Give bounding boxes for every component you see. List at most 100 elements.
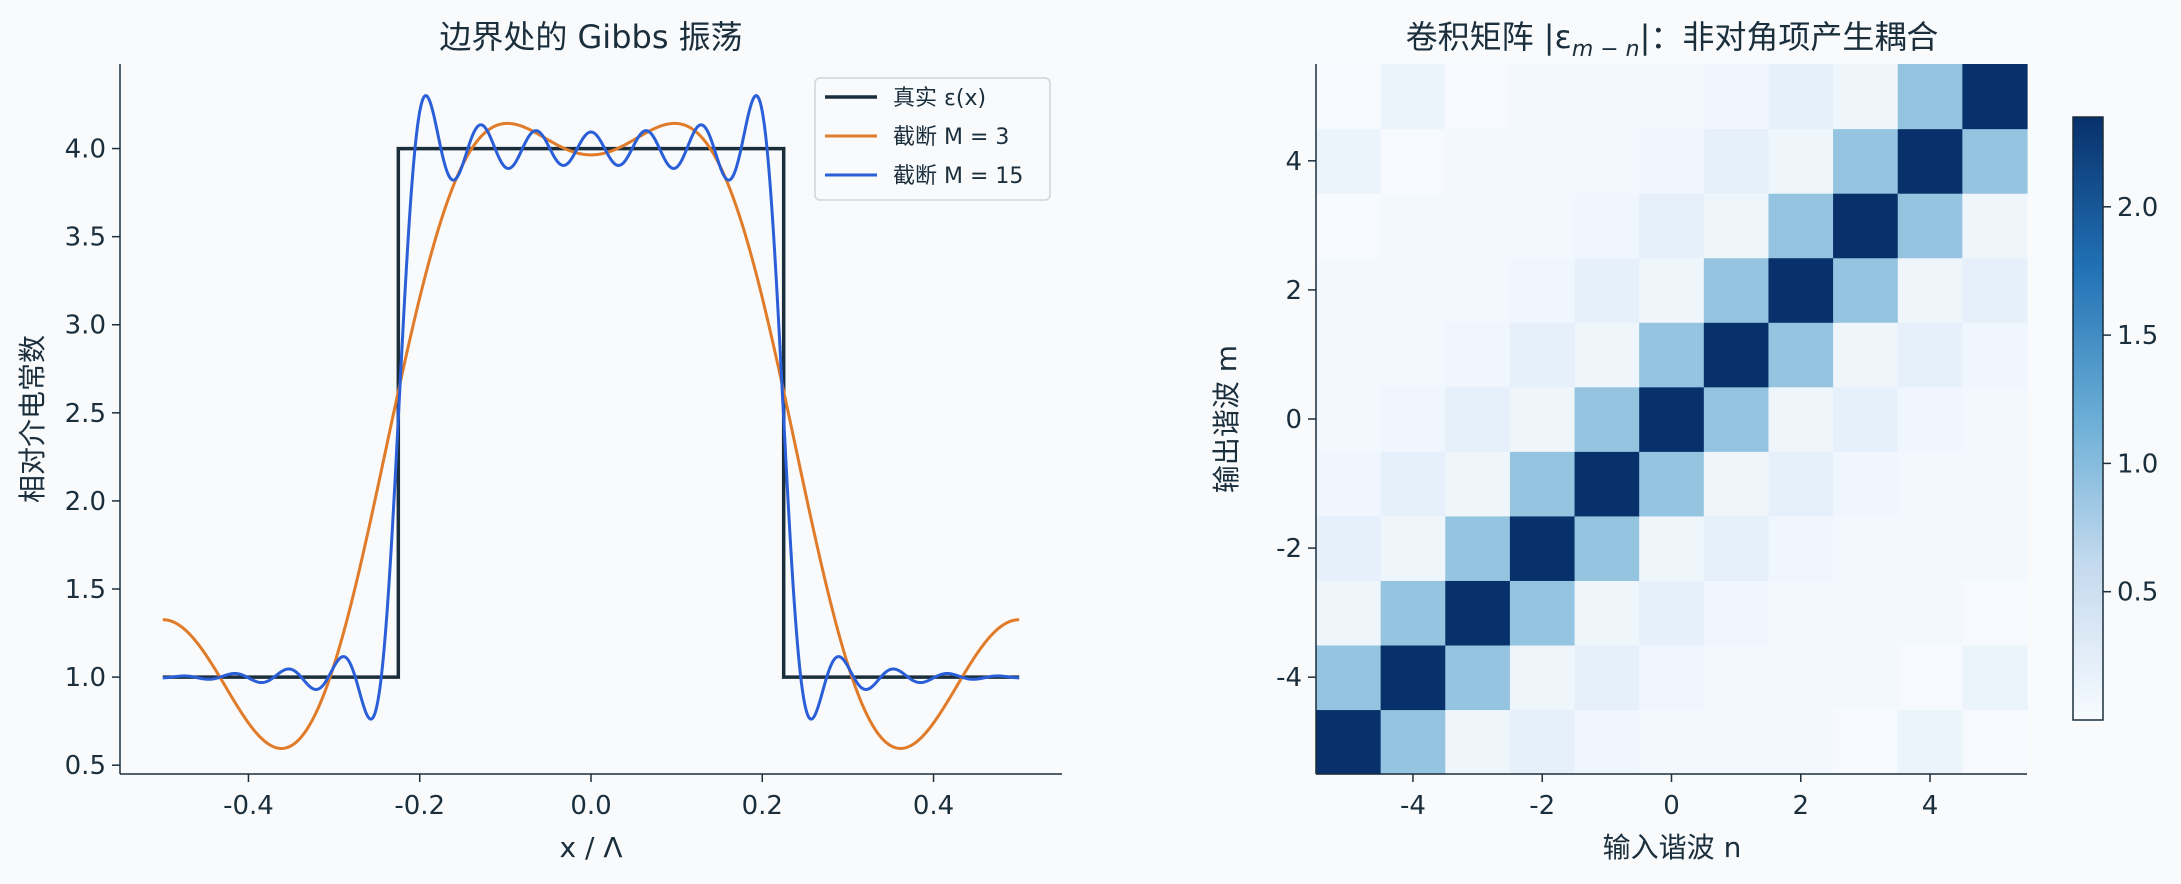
heatmap-cell xyxy=(1509,709,1576,775)
heatmap-cell xyxy=(1768,580,1834,646)
legend: 真实 ε(x) 截断 M = 3 截断 M = 15 xyxy=(814,77,1051,201)
heatmap-cell xyxy=(1703,64,1770,130)
heatmap-cell xyxy=(1703,515,1770,581)
heatmap-cell xyxy=(1445,515,1511,581)
heatmap-cell xyxy=(1897,386,1963,452)
heatmap-cell xyxy=(1639,515,1705,581)
heatmap-cell xyxy=(1962,322,2028,388)
heatmap-cell xyxy=(1509,386,1576,452)
heatmap-cell xyxy=(1703,257,1770,323)
heatmap-cell xyxy=(1380,580,1446,646)
heatmap-cell xyxy=(1380,709,1446,775)
heatmap-cell xyxy=(1768,128,1834,194)
left-y-tick-label: 3.5 xyxy=(65,223,106,253)
heatmap-cell xyxy=(1574,644,1640,711)
right-y-tick-label: 0 xyxy=(1285,405,1302,435)
heatmap-cell xyxy=(1380,515,1446,581)
heatmap-cell xyxy=(1768,515,1834,581)
colorbar-tick-label: 2.0 xyxy=(2117,193,2158,223)
series-line-0 xyxy=(162,146,1020,679)
heatmap-cell xyxy=(1833,644,1899,711)
heatmap-cell xyxy=(1445,709,1511,775)
heatmap-cell xyxy=(1897,451,1963,517)
heatmap-cell xyxy=(1833,386,1899,452)
heatmap-cell xyxy=(1509,128,1576,194)
left-y-ticks: 0.5 1.0 1.5 2.0 2.5 3.0 3.5 4.0 xyxy=(65,135,120,781)
heatmap-cell xyxy=(1833,451,1899,517)
heatmap-cell xyxy=(1380,128,1446,194)
heatmap-cell xyxy=(1639,193,1705,259)
colorbar: 0.5 1.0 1.5 2.0 xyxy=(2072,116,2158,721)
right-x-ticks: -4 -2 0 2 4 xyxy=(1400,774,1938,821)
heatmap-cell xyxy=(1962,386,2028,452)
left-x-tick-label: -0.4 xyxy=(223,791,274,821)
heatmap-cell xyxy=(1897,128,1963,194)
heatmap-cell xyxy=(1445,257,1511,323)
heatmap-cell xyxy=(1316,257,1382,323)
heatmap-cell xyxy=(1316,64,1382,130)
right-y-tick-label: -4 xyxy=(1276,663,1302,693)
heatmap-cell xyxy=(1509,64,1576,130)
heatmap-cell xyxy=(1445,128,1511,194)
right-y-tick-label: 2 xyxy=(1285,276,1302,306)
right-y-tick-label: 4 xyxy=(1285,147,1302,177)
heatmap-cell xyxy=(1768,257,1834,323)
heatmap-cell xyxy=(1380,451,1446,517)
left-x-tick-label: -0.2 xyxy=(394,791,445,821)
heatmap-cell xyxy=(1445,322,1511,388)
legend-label-m15: 截断 M = 15 xyxy=(893,164,1023,189)
line-chart-panel: 边界处的 Gibbs 振荡 -0.4 -0.2 0.0 0.2 0.4 0.5 1.0 1.… xyxy=(16,18,1062,864)
heatmap-cell xyxy=(1639,709,1705,775)
right-y-axis-label: 输出谐波 m xyxy=(1210,345,1243,493)
heatmap-cell xyxy=(1703,644,1770,711)
heatmap-cell xyxy=(1639,644,1705,711)
heatmap-cell xyxy=(1316,580,1382,646)
heatmap-cell xyxy=(1509,580,1576,646)
right-y-tick-label: -2 xyxy=(1276,534,1302,564)
left-series-lines xyxy=(162,94,1020,750)
heatmap-cell xyxy=(1316,193,1382,259)
heatmap-cell xyxy=(1316,709,1382,775)
right-x-tick-label: 4 xyxy=(1922,791,1939,821)
heatmap-cell xyxy=(1703,128,1770,194)
heatmap-cell xyxy=(1768,64,1834,130)
heatmap-cell xyxy=(1768,386,1834,452)
heatmap-cell xyxy=(1574,386,1640,452)
heatmap-cell xyxy=(1897,580,1963,646)
heatmap-cell xyxy=(1445,64,1511,130)
right-y-ticks: -4 -2 0 2 4 xyxy=(1276,147,1316,693)
heatmap-cell xyxy=(1833,709,1899,775)
heatmap-cell xyxy=(1703,322,1770,388)
heatmap-cell xyxy=(1639,451,1705,517)
heatmap-cell xyxy=(1509,322,1576,388)
heatmap-cell xyxy=(1639,580,1705,646)
right-x-tick-label: 0 xyxy=(1663,791,1680,821)
heatmap-cell xyxy=(1833,515,1899,581)
colorbar-ticks: 0.5 1.0 1.5 2.0 xyxy=(2103,193,2158,608)
heatmap-cell xyxy=(1897,644,1963,711)
left-y-tick-label: 2.0 xyxy=(65,487,106,517)
heatmap-cell xyxy=(1768,709,1834,775)
heatmap-cell xyxy=(1962,128,2028,194)
heatmap-cell xyxy=(1445,451,1511,517)
heatmap-cell xyxy=(1897,322,1963,388)
heatmap-panel: 卷积矩阵 |εm − n|：非对角项产生耦合 -4 -2 0 2 4 -4 -2 0 2 4 输… xyxy=(1210,18,2158,864)
heatmap-cell xyxy=(1833,128,1899,194)
colorbar-gradient xyxy=(2072,116,2104,721)
heatmap-cell xyxy=(1897,257,1963,323)
heatmap-cell xyxy=(1445,644,1511,711)
left-chart-title: 边界处的 Gibbs 振荡 xyxy=(439,18,742,56)
series-line-1 xyxy=(162,121,1020,750)
heatmap-cell xyxy=(1703,580,1770,646)
left-y-tick-label: 3.0 xyxy=(65,311,106,341)
heatmap-cell xyxy=(1509,193,1576,259)
heatmap-cell xyxy=(1574,257,1640,323)
left-x-tick-label: 0.4 xyxy=(913,791,954,821)
heatmap-cell xyxy=(1833,193,1899,259)
legend-label-true: 真实 ε(x) xyxy=(893,86,986,111)
heatmap-cell xyxy=(1316,515,1382,581)
left-y-tick-label: 4.0 xyxy=(65,135,106,165)
heatmap-cell xyxy=(1380,257,1446,323)
colorbar-tick-label: 0.5 xyxy=(2117,578,2158,608)
heatmap-cell xyxy=(1316,128,1382,194)
